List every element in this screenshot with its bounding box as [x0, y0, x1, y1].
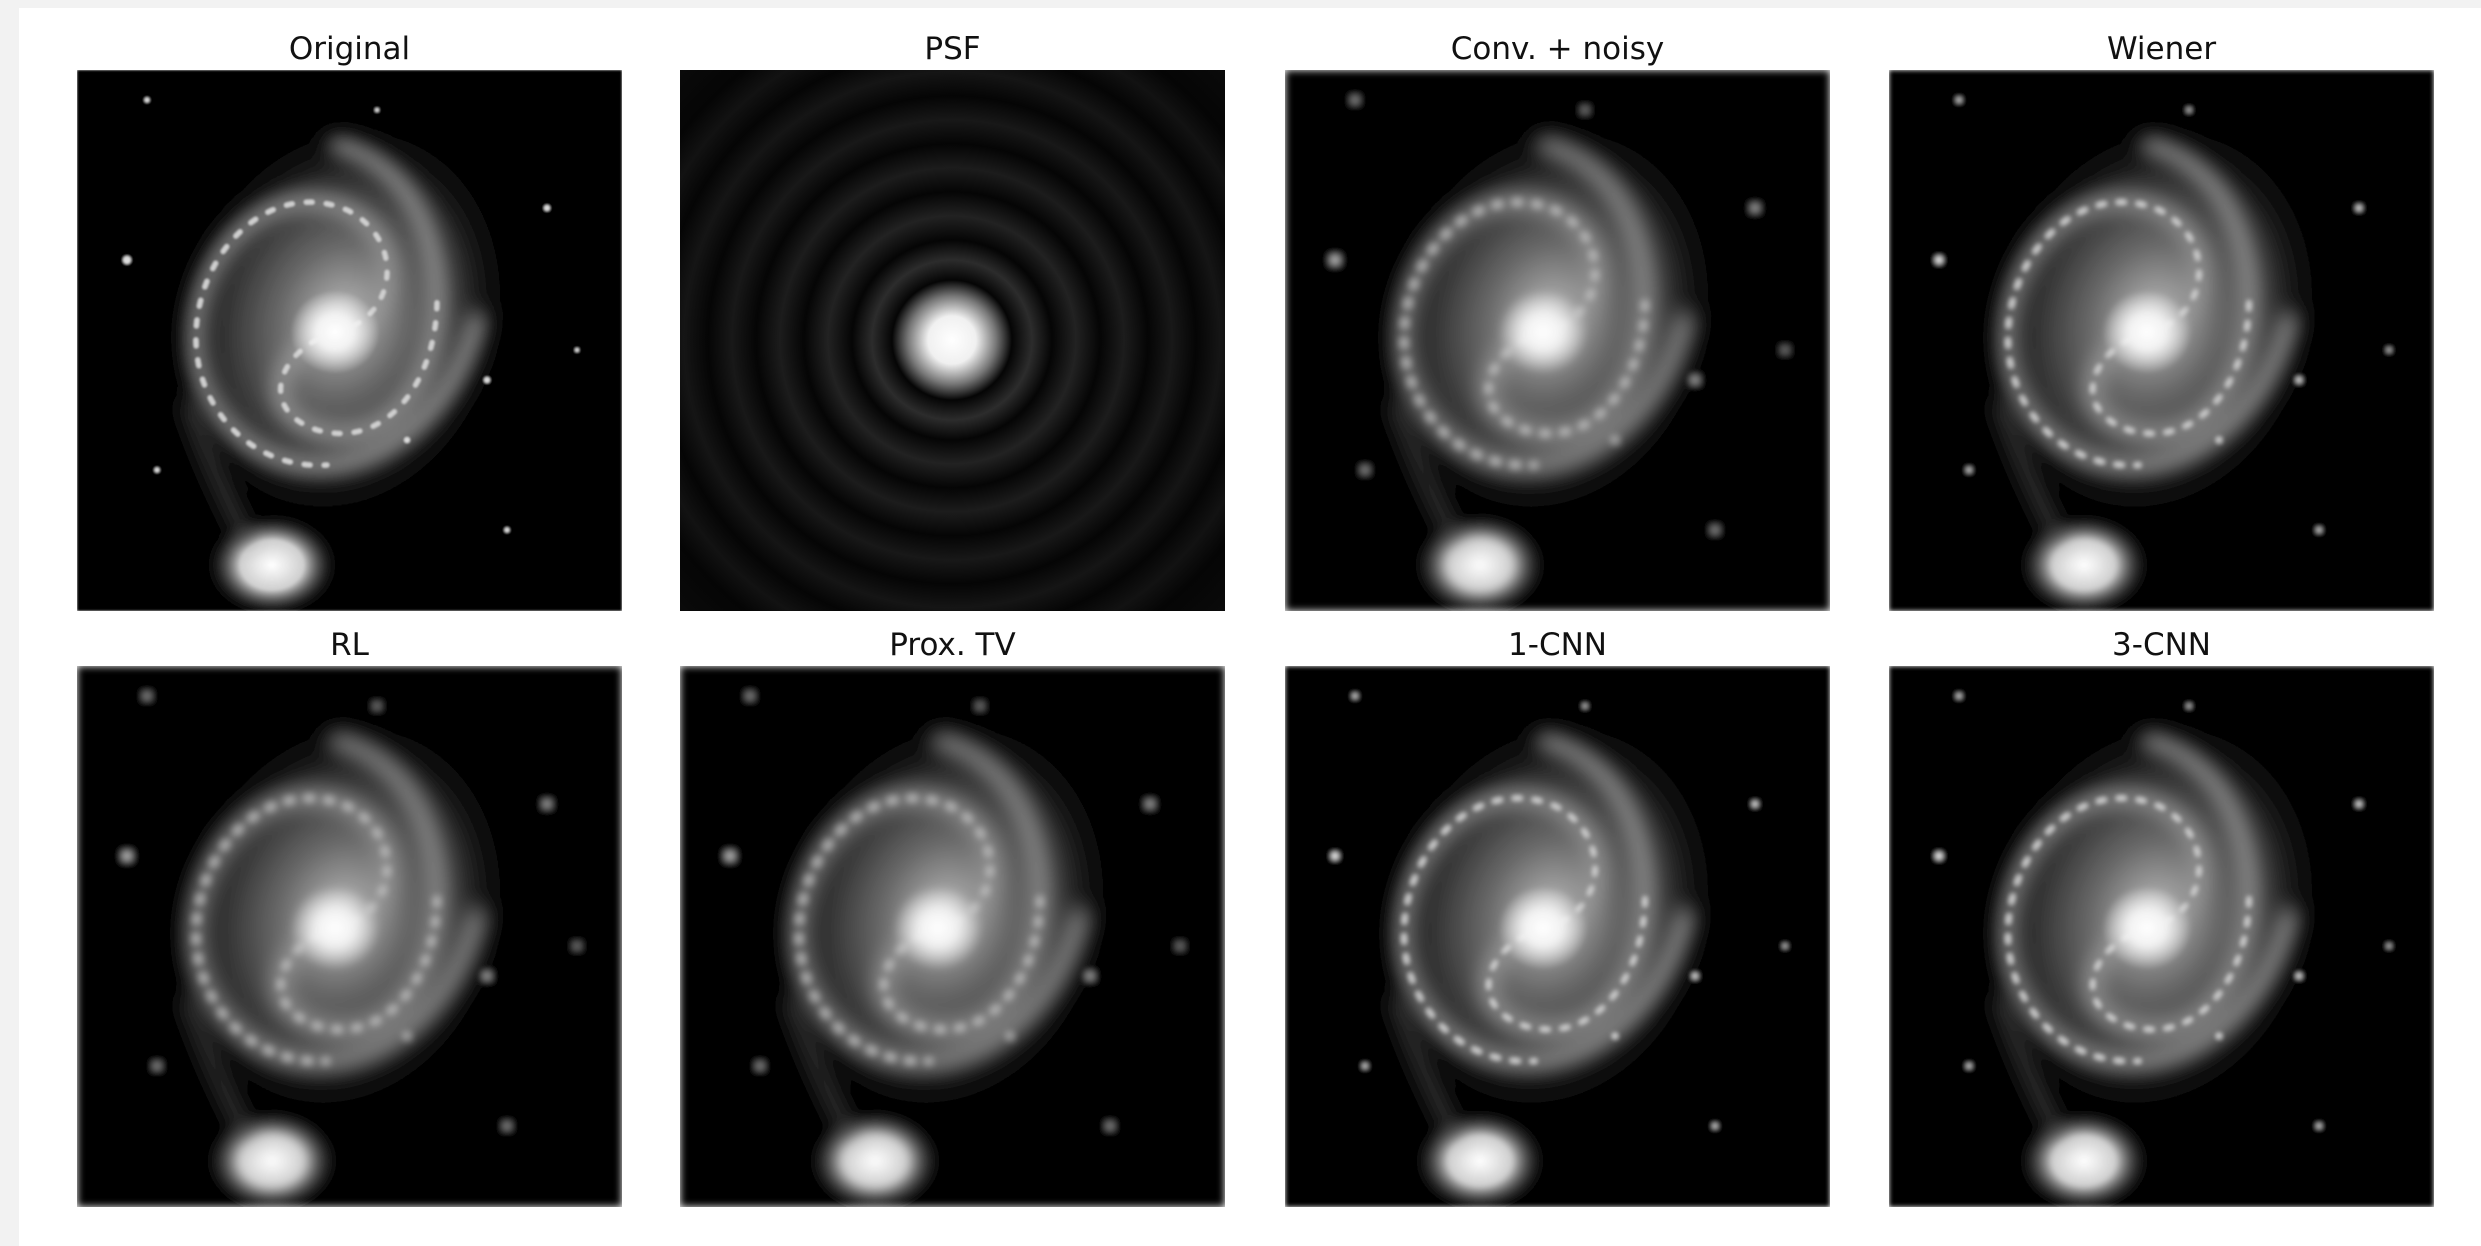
image-panel: RL: [77, 627, 622, 1216]
image-panel: 1-CNN: [1285, 627, 1830, 1216]
image-panel: Original: [77, 31, 622, 620]
galaxy-image: [1285, 657, 1830, 1216]
galaxy-image: [1889, 657, 2434, 1216]
panel-title: Wiener: [2107, 31, 2216, 67]
image-panel: Wiener: [1889, 31, 2434, 620]
panel-title: 3-CNN: [2112, 627, 2211, 663]
galaxy-image: [77, 657, 622, 1216]
panel-title: Original: [289, 31, 410, 67]
panel-image: [680, 70, 1225, 611]
image-panel: Conv. + noisy: [1285, 31, 1830, 620]
panel-title: 1-CNN: [1508, 627, 1607, 663]
panel-title: Conv. + noisy: [1451, 31, 1664, 67]
panel-image: [1285, 61, 1830, 620]
panel-title: PSF: [924, 31, 980, 67]
galaxy-image: [1889, 61, 2434, 620]
galaxy-image: [680, 657, 1225, 1216]
panel-title: RL: [330, 627, 370, 663]
panel-title: Prox. TV: [889, 627, 1015, 663]
panel-image: [77, 657, 622, 1216]
galaxy-image: [77, 61, 622, 620]
panel-image: [1889, 61, 2434, 620]
image-panel: Prox. TV: [680, 627, 1225, 1216]
psf-image: [680, 70, 1225, 611]
image-panel: 3-CNN: [1889, 627, 2434, 1216]
panel-image: [1285, 657, 1830, 1216]
panel-image: [1889, 657, 2434, 1216]
galaxy-image: [1285, 61, 1830, 620]
figure: Original PSF Conv. + noisy Wiener RL Prox. TV…: [0, 0, 2481, 1246]
image-panel: PSF: [680, 31, 1225, 611]
page: Original PSF Conv. + noisy Wiener RL Prox. TV…: [0, 0, 2481, 1246]
panel-image: [77, 61, 622, 620]
panel-image: [680, 657, 1225, 1216]
